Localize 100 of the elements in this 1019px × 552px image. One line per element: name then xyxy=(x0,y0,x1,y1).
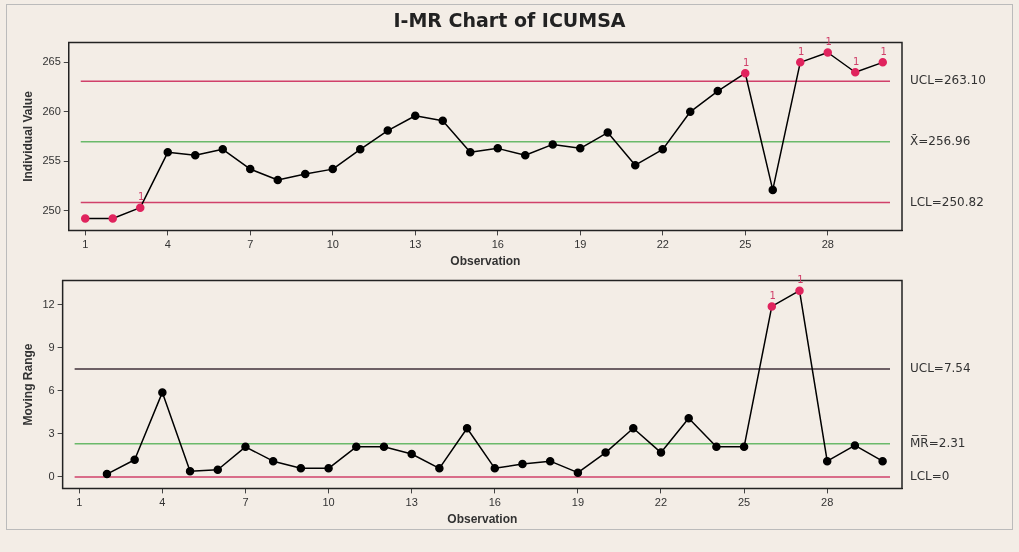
x-tick-label: 22 xyxy=(656,238,669,251)
point xyxy=(218,145,227,154)
x-tick-label: 7 xyxy=(247,238,254,251)
point xyxy=(713,86,722,96)
point xyxy=(684,413,693,423)
point xyxy=(185,466,195,476)
x-tick-label: 28 xyxy=(821,496,834,509)
x-tick-label: 1 xyxy=(76,496,83,509)
point xyxy=(768,185,777,195)
point xyxy=(823,48,832,57)
x-tick-label: 4 xyxy=(159,496,166,509)
point xyxy=(383,126,392,135)
point xyxy=(324,464,333,473)
y-tick-label: 12 xyxy=(42,297,55,310)
y-tick-label: 250 xyxy=(42,203,61,216)
y-tick-label: 260 xyxy=(42,104,61,117)
point xyxy=(352,442,361,452)
chart-title: I-MR Chart of ICUMSA xyxy=(392,9,627,33)
point xyxy=(435,464,444,473)
point xyxy=(796,58,805,67)
point xyxy=(878,456,887,466)
x-tick-label: 28 xyxy=(821,238,834,251)
point xyxy=(576,144,585,153)
point xyxy=(356,145,365,154)
point xyxy=(301,169,310,179)
x-tick-label: 7 xyxy=(242,496,249,509)
point xyxy=(163,148,172,157)
x-tick-label: 19 xyxy=(571,496,585,509)
y-tick-label: 0 xyxy=(48,469,55,482)
point xyxy=(466,148,475,157)
ref-line-label: UCL=7.54 xyxy=(910,361,971,375)
point xyxy=(241,442,250,452)
point xyxy=(490,464,500,473)
point xyxy=(102,469,112,479)
x-tick-label: 25 xyxy=(739,238,752,251)
annotation: 1 xyxy=(797,274,804,286)
point xyxy=(686,107,695,117)
y-tick-label: 265 xyxy=(42,55,61,68)
point xyxy=(296,464,306,473)
x-axis-title: Observation xyxy=(447,512,518,527)
point xyxy=(518,459,527,469)
point xyxy=(822,456,832,466)
ref-line-label: UCL=263.10 xyxy=(910,73,986,88)
x-tick-label: 4 xyxy=(164,238,171,251)
point xyxy=(407,449,416,459)
x-tick-label: 19 xyxy=(574,238,587,251)
point xyxy=(545,456,555,466)
point xyxy=(548,140,557,149)
y-tick-label: 9 xyxy=(48,340,55,353)
point xyxy=(851,68,860,77)
x-tick-label: 25 xyxy=(737,496,751,509)
point xyxy=(656,448,666,457)
point xyxy=(411,111,420,120)
point xyxy=(108,214,117,223)
point xyxy=(850,441,860,450)
point xyxy=(136,203,145,212)
point xyxy=(191,151,200,160)
point xyxy=(712,442,721,452)
ref-line-label: X̄=256.96 xyxy=(910,133,971,148)
annotation: 1 xyxy=(825,36,832,48)
point xyxy=(81,214,90,223)
x-tick-label: 10 xyxy=(322,496,335,509)
annotation: 1 xyxy=(743,56,750,68)
annotation: 1 xyxy=(853,55,860,67)
point xyxy=(658,145,667,154)
annotation: 1 xyxy=(769,289,776,301)
point xyxy=(767,302,777,311)
point xyxy=(741,68,750,78)
point xyxy=(268,456,278,466)
point xyxy=(629,423,638,433)
x-tick-label: 1 xyxy=(82,238,89,251)
point xyxy=(493,144,502,153)
x-tick-label: 13 xyxy=(409,238,422,251)
y-axis-title: Individual Value xyxy=(20,90,35,182)
point xyxy=(462,423,472,433)
point xyxy=(603,128,612,137)
x-tick-label: 16 xyxy=(488,496,501,509)
point xyxy=(878,58,887,67)
annotation: 1 xyxy=(138,191,145,203)
point xyxy=(739,442,749,452)
x-tick-label: 10 xyxy=(326,238,339,251)
ref-line-label: M̅R̅=2.31 xyxy=(910,434,966,450)
x-axis-title: Observation xyxy=(450,254,521,269)
point xyxy=(328,164,337,174)
point xyxy=(273,175,282,185)
x-tick-label: 22 xyxy=(654,496,668,509)
point xyxy=(631,160,640,170)
y-axis-title: Moving Range xyxy=(20,343,35,426)
point xyxy=(438,116,447,125)
annotation: 1 xyxy=(880,45,887,57)
point xyxy=(601,448,610,457)
point xyxy=(130,455,139,464)
x-tick-label: 16 xyxy=(491,238,504,251)
point xyxy=(246,164,255,174)
point xyxy=(573,468,583,477)
ref-line-label: LCL=250.82 xyxy=(910,194,984,209)
y-tick-label: 255 xyxy=(42,154,61,167)
ref-line-label: LCL=0 xyxy=(910,469,950,484)
y-tick-label: 3 xyxy=(48,426,55,439)
point xyxy=(213,465,223,475)
